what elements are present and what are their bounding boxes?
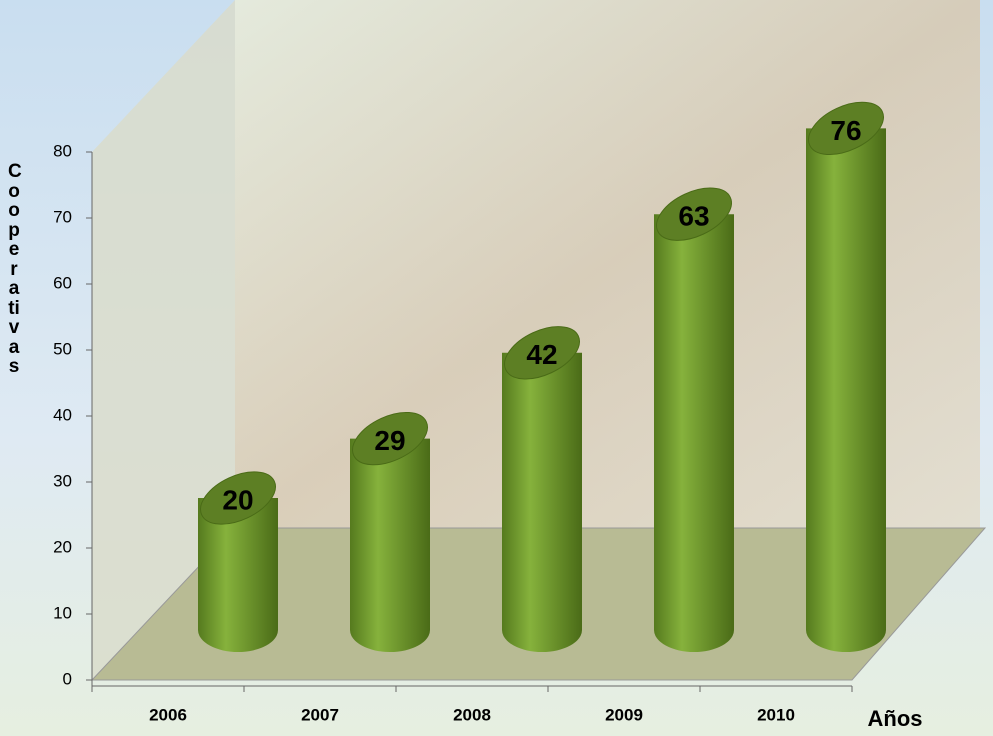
value-label: 76 [830, 115, 861, 146]
y-tick-label: 40 [53, 405, 72, 424]
x-axis-label: Años [868, 706, 923, 731]
cylinder-body [806, 128, 886, 652]
y-tick-label: 50 [53, 339, 72, 358]
x-tick-label: 2009 [605, 705, 643, 724]
x-tick-label: 2008 [453, 705, 491, 724]
value-label: 29 [374, 425, 405, 456]
cylinder-body [502, 353, 582, 652]
page: Años 0 10 20 30 40 50 60 70 80 2006 20 2007 29 2008 42… [0, 0, 993, 736]
cylinder-body [654, 214, 734, 652]
y-tick-label: 60 [53, 273, 72, 292]
y-tick-label: 0 [63, 669, 72, 688]
y-tick-label: 80 [53, 141, 72, 160]
y-tick-label: 20 [53, 537, 72, 556]
x-tick-label: 2007 [301, 705, 339, 724]
y-tick-label: 30 [53, 471, 72, 490]
cylinder-body [350, 439, 430, 652]
y-tick-label: 70 [53, 207, 72, 226]
value-label: 42 [526, 339, 557, 370]
y-tick-label: 10 [53, 603, 72, 622]
x-tick-label: 2010 [757, 705, 795, 724]
value-label: 63 [678, 201, 709, 232]
y-axis-label: Cooperativas [8, 162, 20, 377]
value-label: 20 [222, 484, 253, 515]
x-tick-label: 2006 [149, 705, 187, 724]
chart: Años 0 10 20 30 40 50 60 70 80 2006 20 2007 29 2008 42… [0, 0, 993, 736]
